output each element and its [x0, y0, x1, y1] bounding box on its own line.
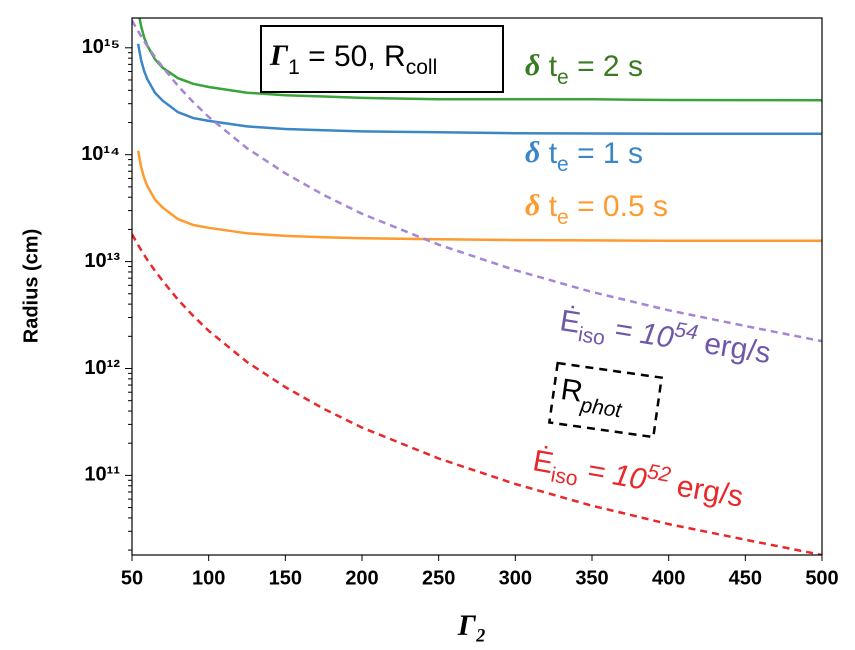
annotation-text: e [557, 66, 569, 89]
annotation-text: = 10 [577, 452, 650, 496]
annotation-text: t [540, 190, 557, 223]
annotation-text: = 50, R [300, 40, 406, 73]
series-line [136, 43, 822, 136]
y-tick-label: 10¹⁴ [81, 143, 120, 165]
annotation-text: iso [577, 323, 607, 350]
annotation: Rphot [558, 373, 627, 422]
x-tick-label: 50 [121, 567, 143, 589]
plot-lines [132, 18, 822, 555]
y-tick-label: 10¹¹ [84, 464, 120, 486]
y-axis-label: Radius (cm) [20, 229, 42, 343]
x-tick-label: 500 [805, 567, 838, 589]
y-tick-label: 10¹³ [84, 250, 120, 272]
annotation: Γ1 = 50, Rcoll [269, 39, 437, 79]
annotation: Ėiso = 1052 erg/s [529, 440, 746, 519]
x-axis-label: Γ₂ [457, 609, 487, 642]
series-line [132, 233, 822, 555]
series-line [136, 150, 822, 242]
annotation-text: e [557, 206, 569, 229]
annotation-box [547, 361, 664, 439]
annotation: δ te = 2 s [525, 49, 643, 89]
annotation-text: = 0.5 s [569, 190, 668, 223]
series-line [132, 19, 822, 343]
plot-frame [131, 17, 823, 556]
annotation-text: 52 [646, 460, 673, 487]
x-tick-label: 300 [499, 567, 532, 589]
annotation-text: δ [525, 136, 540, 169]
y-tick-label: 10¹⁵ [82, 36, 120, 58]
annotation-text: t [540, 137, 557, 170]
annotation: Ėiso = 1054 erg/s [557, 300, 774, 376]
y-tick-label: 10¹² [84, 357, 120, 379]
annotation-text: 1 [288, 56, 300, 79]
annotation-text: erg/s [694, 326, 773, 370]
annotation-text: phot [578, 393, 624, 422]
annotation-text: δ [525, 189, 540, 222]
annotation-text: = 2 s [569, 50, 643, 83]
annotation-box [260, 25, 504, 93]
annotation-text: = 10 [604, 311, 676, 354]
x-tick-label: 350 [575, 567, 608, 589]
x-tick-label: 400 [652, 567, 685, 589]
x-tick-label: 250 [422, 567, 455, 589]
annotation-text: e [557, 153, 569, 176]
annotation-text: δ [525, 49, 540, 82]
annotation: δ te = 0.5 s [525, 189, 668, 229]
annotation-text: = 1 s [569, 137, 643, 170]
annotation-text: Γ [269, 39, 289, 72]
annotation-text: iso [549, 463, 579, 490]
annotation-text: 54 [673, 318, 700, 344]
annotation-text: t [540, 50, 557, 83]
x-tick-label: 150 [269, 567, 302, 589]
annotation-text: R [559, 373, 585, 409]
x-tick-label: 450 [729, 567, 762, 589]
x-tick-label: 100 [192, 567, 225, 589]
annotation-text: erg/s [666, 468, 746, 514]
x-tick-label: 200 [345, 567, 378, 589]
annotation: δ te = 1 s [525, 136, 643, 176]
annotation-group: Rphot [547, 361, 664, 439]
annotation-text: coll [406, 56, 438, 79]
